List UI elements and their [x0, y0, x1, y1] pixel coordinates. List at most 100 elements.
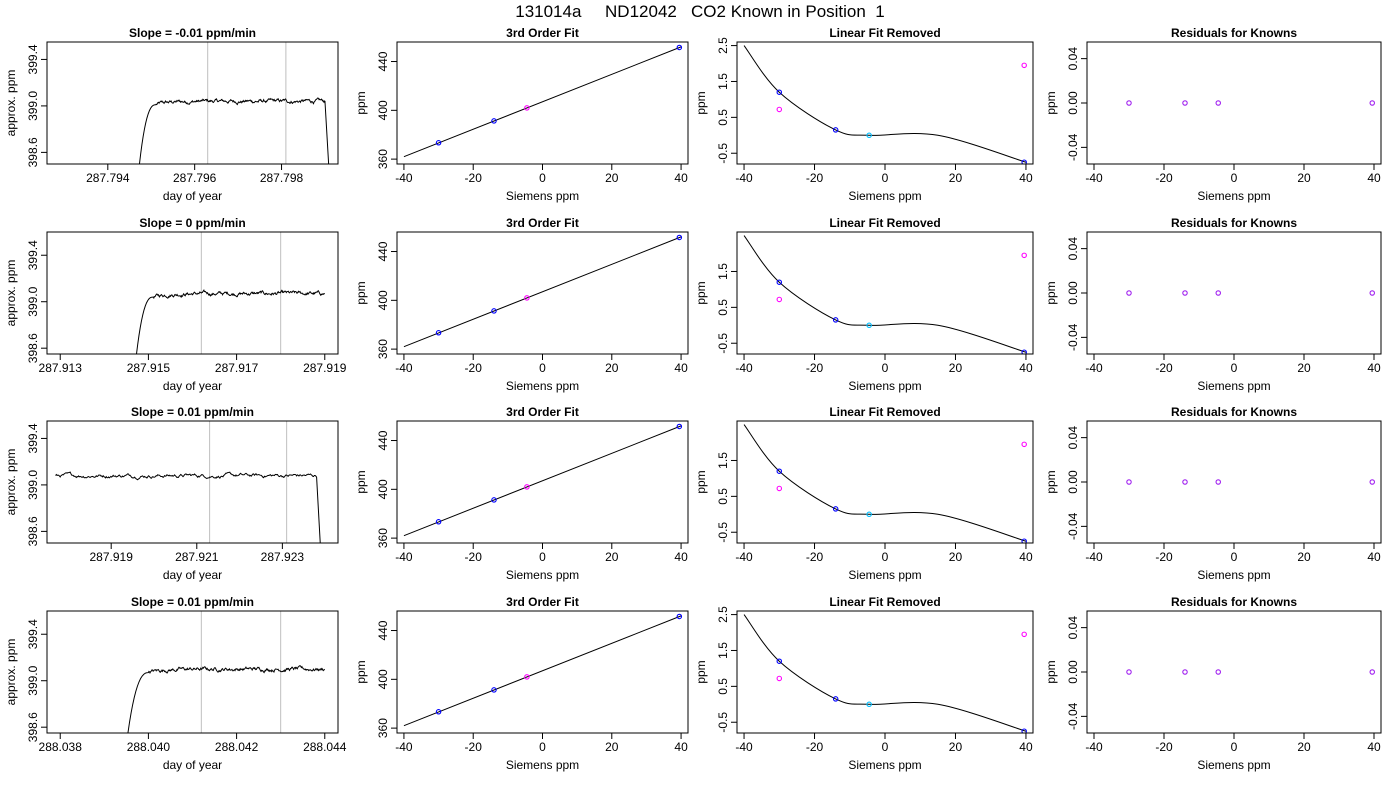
data-point [1021, 159, 1027, 164]
data-point [1215, 479, 1222, 485]
x-tick-label: 0 [882, 740, 889, 754]
y-tick-label: 0.5 [716, 299, 730, 316]
y-tick-label: 440 [376, 430, 390, 450]
x-tick-label: 0 [882, 171, 889, 185]
panel-r0c0: Slope = -0.01 ppm/min 287.794 287.796 287.7… [4, 26, 339, 203]
data-point [1182, 669, 1188, 675]
x-axis-label: day of year [163, 568, 222, 582]
y-tick-label: 399.0 [26, 286, 40, 316]
x-tick-label: -40 [1085, 550, 1103, 564]
x-tick-label: 0 [882, 550, 889, 564]
y-tick-label: 440 [376, 51, 390, 71]
x-tick-label: 0 [882, 361, 889, 375]
plot-marks [1126, 669, 1376, 675]
plot-frame [1086, 41, 1382, 165]
x-axis-label: Siemens ppm [1197, 568, 1270, 582]
y-tick-label: 0.04 [1066, 237, 1080, 261]
y-tick-label: 400 [376, 100, 390, 120]
x-tick-label: 40 [674, 740, 688, 754]
x-tick-label: -40 [1085, 361, 1103, 375]
data-point [776, 106, 783, 113]
panel-r2c0: Slope = 0.01 ppm/min 287.919 287.921 287.92… [4, 405, 339, 582]
data-point [866, 701, 872, 708]
y-tick-label: -0.5 [716, 143, 730, 164]
y-tick-label: 398.6 [26, 712, 40, 742]
x-tick-label: 288.042 [215, 740, 259, 754]
y-tick-label: 0.00 [1066, 660, 1080, 684]
y-axis-label: ppm [694, 91, 708, 114]
panel-title: Residuals for Knowns [1171, 405, 1297, 419]
panel-title: Slope = 0.01 ppm/min [131, 595, 254, 609]
data-point [1182, 479, 1188, 485]
x-tick-label: 20 [949, 361, 963, 375]
y-tick-label: 440 [376, 241, 390, 261]
plot-marks [743, 424, 1027, 543]
panel-title: Linear Fit Removed [829, 405, 940, 419]
y-tick-label: 0.5 [716, 109, 730, 126]
data-point [491, 687, 497, 693]
panel-title: Linear Fit Removed [829, 216, 940, 230]
x-tick-label: 20 [949, 550, 963, 564]
plot-marks [138, 42, 330, 164]
data-point [676, 44, 683, 51]
panel-r2c2: Linear Fit Removed -40 -20 0 20 40 -0.5 0.5 1.5 S… [694, 405, 1034, 582]
y-tick-label: 1.5 [716, 642, 730, 659]
panel-title: Slope = -0.01 ppm/min [129, 26, 256, 40]
figure-title: 131014a ND12042 CO2 Known in Position 1 [515, 2, 885, 21]
y-axis-label: approx. ppm [4, 260, 18, 327]
data-point [524, 105, 530, 111]
plot-frame [46, 231, 339, 355]
data-point [1021, 441, 1027, 448]
data-point [866, 132, 872, 139]
data-point [776, 296, 783, 303]
plot-frame [396, 610, 689, 734]
x-tick-label: -20 [1155, 361, 1173, 375]
x-tick-label: 40 [1367, 361, 1381, 375]
y-tick-label: 399.4 [26, 240, 40, 270]
y-tick-label: -0.5 [716, 333, 730, 354]
data-point [776, 89, 783, 95]
y-tick-label: 399.4 [26, 619, 40, 649]
x-tick-label: -20 [465, 740, 483, 754]
x-tick-label: 0 [539, 171, 546, 185]
x-axis-label: Siemens ppm [1197, 758, 1270, 772]
x-tick-label: -20 [806, 171, 824, 185]
panel-r1c2: Linear Fit Removed -40 -20 0 20 40 -0.5 0.5 1.5 S… [694, 216, 1034, 393]
x-tick-label: -40 [395, 361, 413, 375]
y-tick-label: 0.04 [1066, 426, 1080, 450]
y-axis-label: ppm [1044, 281, 1058, 304]
data-point [676, 234, 683, 241]
y-axis-label: approx. ppm [4, 449, 18, 516]
panel-title: Slope = 0.01 ppm/min [131, 405, 254, 419]
y-axis-label: ppm [694, 281, 708, 304]
y-tick-label: 399.4 [26, 44, 40, 74]
y-axis-label: ppm [354, 91, 368, 114]
x-tick-label: 20 [1297, 361, 1311, 375]
data-point [1126, 669, 1132, 675]
data-point [1215, 100, 1222, 106]
y-tick-label: 2.5 [716, 606, 730, 623]
data-point [435, 519, 442, 525]
y-tick-label: 0.00 [1066, 91, 1080, 115]
x-tick-label: 40 [1019, 550, 1033, 564]
y-tick-label: 399.0 [26, 470, 40, 500]
data-point [524, 484, 530, 490]
x-tick-label: 287.917 [215, 361, 259, 375]
fit-curve [743, 424, 1027, 542]
data-point [1369, 290, 1376, 296]
y-tick-label: 360 [376, 149, 390, 169]
x-tick-label: 20 [1297, 550, 1311, 564]
x-tick-label: -20 [1155, 740, 1173, 754]
fit-line [403, 615, 682, 727]
x-tick-label: -40 [395, 171, 413, 185]
x-tick-label: -40 [1085, 740, 1103, 754]
x-tick-label: -20 [806, 740, 824, 754]
panel-title: Linear Fit Removed [829, 26, 940, 40]
panel-title: 3rd Order Fit [506, 595, 579, 609]
x-tick-label: 40 [674, 550, 688, 564]
x-tick-label: -20 [465, 361, 483, 375]
data-point [1021, 728, 1027, 733]
y-tick-label: 0.00 [1066, 470, 1080, 494]
x-tick-label: -20 [806, 361, 824, 375]
